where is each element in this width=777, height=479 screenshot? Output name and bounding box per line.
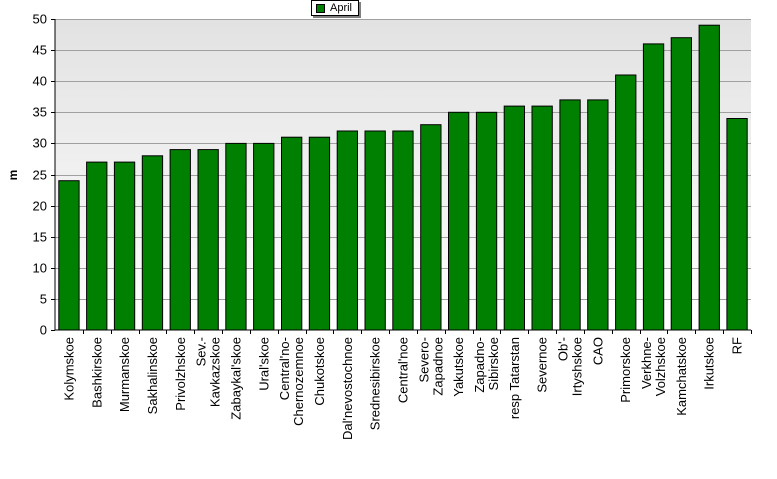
y-tick-label: 10 — [33, 261, 47, 276]
bar — [475, 111, 498, 331]
bar — [670, 37, 693, 331]
y-tick-label: 30 — [33, 136, 47, 151]
bar — [531, 105, 553, 331]
y-tick-label: 50 — [33, 12, 47, 27]
y-tick-label: 35 — [33, 105, 47, 120]
x-tick-label: Severo-Zapadnoe — [416, 337, 445, 396]
bar — [169, 149, 191, 331]
x-tick-label: Central'noe — [396, 337, 411, 403]
x-tick-label: Murmanskoe — [117, 337, 132, 412]
bar — [336, 130, 359, 331]
bar — [448, 111, 470, 331]
x-tick-label: Kamchatskoe — [674, 337, 689, 416]
x-tick-label: Verkhne-Volzhskoe — [639, 337, 668, 396]
x-tick-label: Zapadno-Sibirskoe — [472, 337, 501, 393]
y-tick-label: 15 — [33, 230, 47, 245]
bar — [113, 161, 136, 331]
y-tick-label: 0 — [40, 323, 47, 338]
bar — [308, 136, 331, 331]
x-tick-label: Central'no-Chernozemnoe — [277, 337, 306, 426]
legend: April — [311, 0, 360, 16]
y-tick-label: 40 — [33, 74, 47, 89]
y-tick-label: 25 — [33, 168, 47, 183]
bar — [281, 136, 303, 331]
x-tick-label: Kolymskoe — [61, 337, 76, 401]
x-tick-label: Bashkirskoe — [89, 337, 104, 408]
bar — [726, 118, 748, 331]
x-tick-label: Irkutskoe — [702, 337, 717, 390]
bar — [141, 155, 164, 331]
x-tick-label: Yakutskoe — [451, 337, 466, 397]
bar — [86, 161, 108, 331]
x-tick-label: resp Tatarstan — [507, 337, 522, 419]
x-tick-label: Zabaykal'skoe — [229, 337, 244, 420]
bar — [392, 130, 414, 331]
x-tick-label: Ural'skoe — [256, 337, 271, 391]
bar — [559, 99, 581, 331]
x-tick-label: Ob'-Irtyshskoe — [556, 337, 585, 396]
x-tick-label: Sev.-Kavkazskoe — [194, 337, 223, 407]
y-axis-label: m — [6, 170, 20, 181]
legend-swatch-april — [316, 3, 325, 13]
x-tick-label: Chukotskoe — [312, 337, 327, 406]
legend-label: April — [330, 2, 353, 14]
x-tick-label: Sakhalinskoe — [145, 337, 160, 414]
x-tick-label: Severnoe — [535, 337, 550, 393]
bar — [420, 124, 442, 331]
x-tick-label: RF — [730, 337, 745, 354]
bar — [225, 142, 247, 331]
bar — [253, 142, 275, 331]
x-tick-label: Privolzhskoe — [173, 337, 188, 411]
bar — [615, 74, 637, 331]
bar — [503, 105, 526, 331]
x-tick-label: Srednesibirskoe — [368, 337, 383, 430]
bar — [587, 99, 609, 331]
bar — [698, 24, 720, 331]
bar — [197, 149, 219, 331]
x-tick-label: Primorskoe — [618, 337, 633, 403]
x-tick-label: Dal'nevostochnoe — [340, 337, 355, 440]
x-tick-label: CAO — [590, 337, 605, 365]
bar — [642, 43, 665, 331]
y-tick-label: 20 — [33, 199, 47, 214]
y-tick-label: 5 — [40, 292, 47, 307]
bar — [364, 130, 386, 331]
bar — [58, 180, 80, 331]
y-tick-label: 45 — [33, 43, 47, 58]
